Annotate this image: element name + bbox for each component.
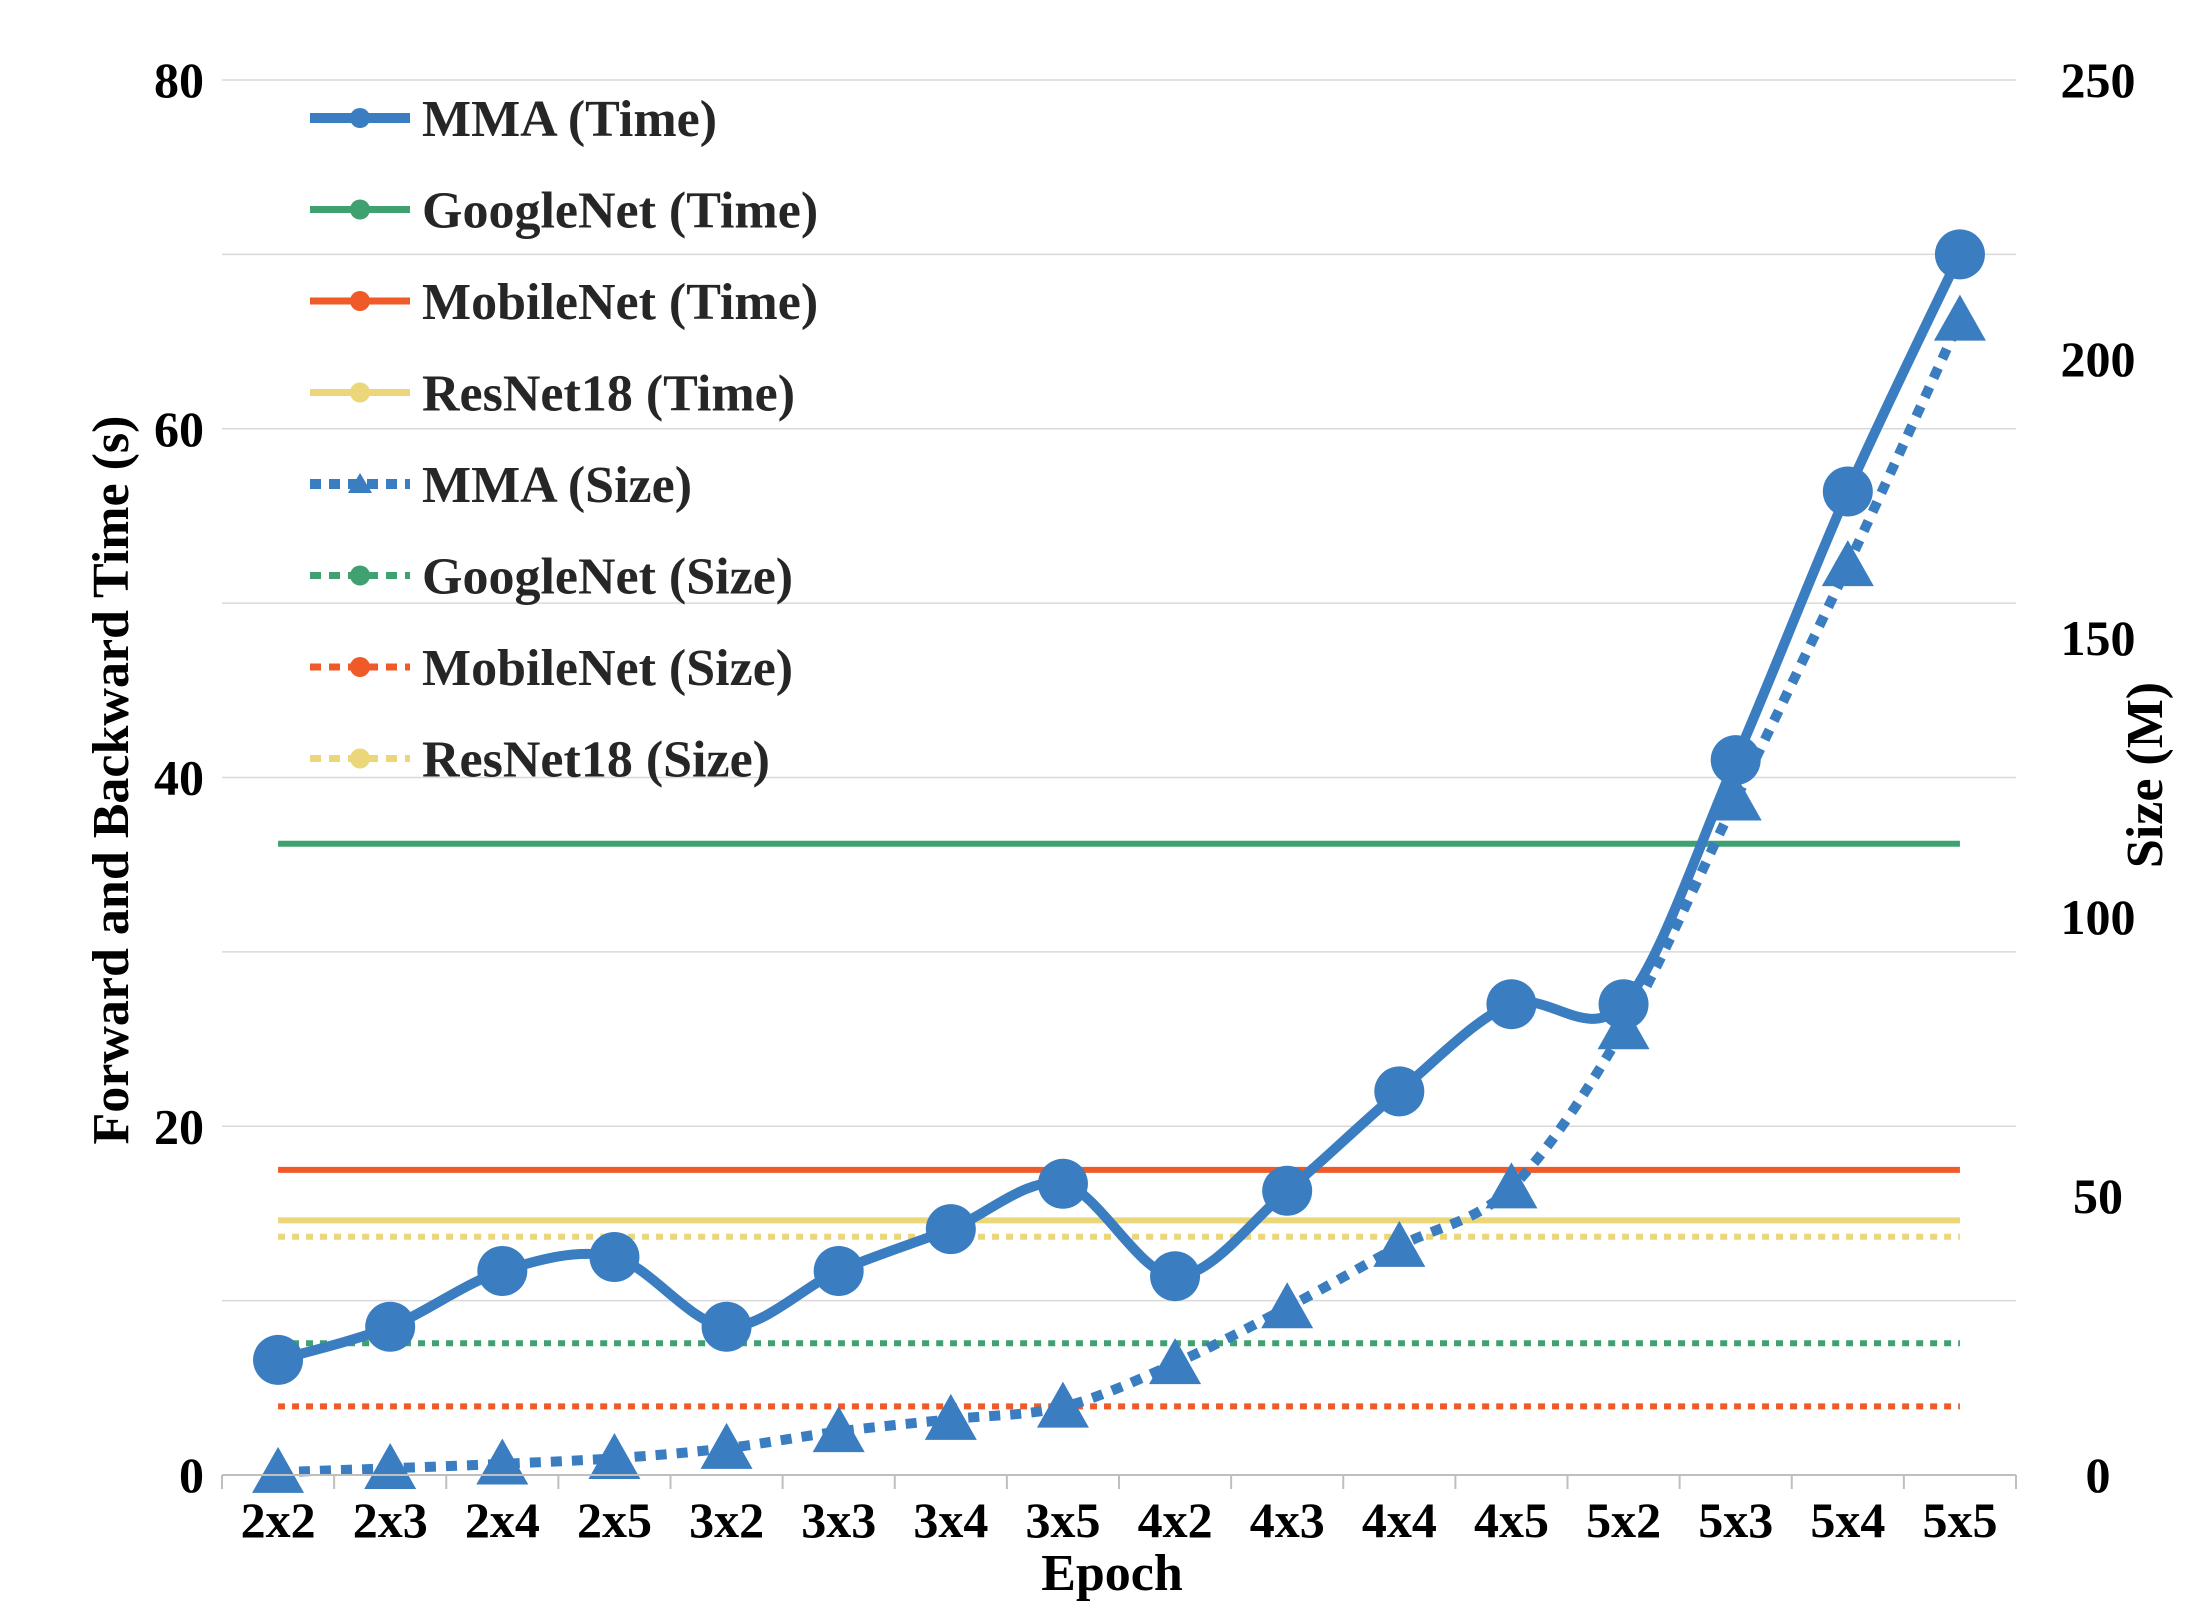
x-tick-label: 2x2 <box>241 1492 316 1548</box>
legend-marker-mobilenet-size <box>350 657 370 677</box>
data-point-mma-size <box>1597 1003 1650 1050</box>
data-point-mma-size <box>588 1432 641 1479</box>
axes: 2x2 2x3 2x4 2x5 3x2 3x3 3x4 3x5 4x2 4x3 4x4 4x5 5x2 5… <box>154 52 2136 1548</box>
legend-marker-mobilenet-time <box>350 291 370 311</box>
series-lines <box>276 252 1965 1478</box>
data-point-mma-size <box>1149 1338 1202 1385</box>
legend-marker-googlenet-size <box>350 565 370 586</box>
legend-label-googlenet-time: GoogleNet (Time) <box>422 183 818 240</box>
x-tick-label: 2x3 <box>353 1492 428 1548</box>
y2-tick-label: 50 <box>2073 1168 2123 1224</box>
data-point-mma-time <box>253 1334 304 1385</box>
data-point-mma-time <box>1262 1165 1313 1216</box>
x-tick-label: 5x5 <box>1922 1492 1997 1548</box>
y2-tick-label: 0 <box>2086 1447 2111 1503</box>
y-tick-label: 80 <box>154 52 204 108</box>
data-point-mma-size <box>1261 1282 1314 1329</box>
x-tick-label: 5x2 <box>1586 1492 1661 1548</box>
legend-label-mma-time: MMA (Time) <box>422 91 717 148</box>
y-tick-label: 20 <box>154 1098 204 1154</box>
data-point-mma-time <box>589 1232 640 1283</box>
data-point-mma-size <box>1036 1381 1089 1428</box>
data-point-mma-size <box>476 1438 529 1485</box>
data-point-mma-size <box>1373 1220 1426 1267</box>
data-point-mma-size <box>1821 540 1874 587</box>
legend-marker-resnet18-time <box>350 382 370 403</box>
x-tick-label: 3x3 <box>801 1492 876 1548</box>
data-point-mma-time <box>925 1204 976 1255</box>
data-point-mma-time <box>701 1301 752 1352</box>
x-tick-label: 2x4 <box>465 1492 540 1548</box>
data-point-mma-time <box>1822 466 1873 517</box>
y2-axis-title: Size (M) <box>2117 682 2174 868</box>
legend: MMA (Time) GoogleNet (Time) MobileNet (Tim… <box>310 91 818 789</box>
x-tick-label: 5x4 <box>1810 1492 1885 1548</box>
y2-tick-label: 250 <box>2061 52 2136 108</box>
legend-label-resnet18-size: ResNet18 (Size) <box>422 732 770 789</box>
data-point-mma-time <box>365 1301 416 1352</box>
legend-marker-resnet18-size <box>350 748 370 769</box>
data-point-mma-size <box>1933 294 1986 341</box>
data-point-mma-time <box>1934 229 1985 280</box>
x-tick-label: 3x4 <box>913 1492 988 1548</box>
y2-tick-label: 200 <box>2061 331 2136 387</box>
legend-marker-mma-time <box>350 108 370 128</box>
x-tick-label: 3x5 <box>1025 1492 1100 1548</box>
data-point-mma-time <box>1374 1066 1425 1117</box>
legend-label-mobilenet-size: MobileNet (Size) <box>422 640 793 697</box>
legend-label-resnet18-time: ResNet18 (Time) <box>422 366 795 423</box>
data-point-mma-size <box>924 1393 977 1440</box>
grid-lines <box>222 79 2016 1476</box>
data-point-mma-size <box>812 1406 865 1453</box>
data-point-mma-time <box>477 1245 528 1296</box>
data-point-mma-time <box>1037 1158 1088 1209</box>
x-tick-label: 3x2 <box>689 1492 764 1548</box>
y-tick-label: 0 <box>179 1447 204 1503</box>
series-markers <box>252 229 1986 1493</box>
x-tick-label: 4x2 <box>1138 1492 1213 1548</box>
data-point-mma-size <box>1709 774 1762 821</box>
x-tick-label: 5x3 <box>1698 1492 1773 1548</box>
y2-tick-label: 150 <box>2061 610 2136 666</box>
legend-label-googlenet-size: GoogleNet (Size) <box>422 549 793 606</box>
y2-tick-label: 100 <box>2061 889 2136 945</box>
data-point-mma-time <box>1486 979 1537 1030</box>
legend-marker-mma-size <box>348 473 372 493</box>
x-tick-label: 4x4 <box>1362 1492 1437 1548</box>
data-point-mma-size <box>1485 1162 1538 1209</box>
data-point-mma-size <box>364 1443 417 1490</box>
data-point-mma-size <box>252 1446 305 1493</box>
legend-label-mma-size: MMA (Size) <box>422 457 692 514</box>
y-tick-label: 40 <box>154 750 204 806</box>
x-tick-label: 4x5 <box>1474 1492 1549 1548</box>
x-tick-label: 2x5 <box>577 1492 652 1548</box>
y-axis-title: Forward and Backward Time (s) <box>83 416 140 1145</box>
data-point-mma-time <box>1150 1251 1201 1302</box>
data-point-mma-time <box>1710 735 1761 786</box>
legend-label-mobilenet-time: MobileNet (Time) <box>422 274 818 331</box>
x-tick-label: 4x3 <box>1250 1492 1325 1548</box>
data-point-mma-size <box>700 1422 753 1469</box>
y-tick-label: 60 <box>154 401 204 457</box>
data-point-mma-time <box>813 1245 864 1296</box>
legend-marker-googlenet-time <box>350 199 370 220</box>
x-axis-title: Epoch <box>1041 1545 1183 1602</box>
